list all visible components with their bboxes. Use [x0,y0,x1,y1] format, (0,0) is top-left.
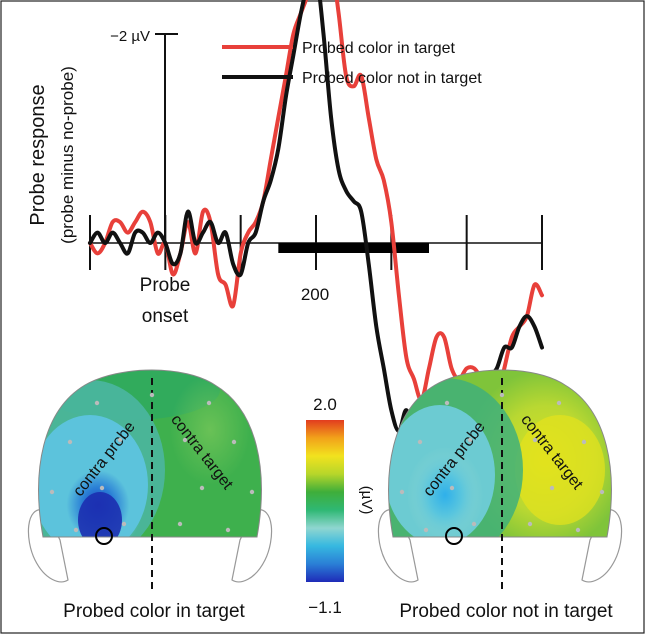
left-ear-right [231,509,273,583]
series-probed-color-in-target [88,0,544,403]
colorbar-gradient [306,420,344,582]
right-head-outline [388,369,612,538]
right-ear-right [581,509,623,583]
colorbar: 2.0 −1.1 (µV) [306,395,375,617]
x-tick-label-200: 200 [301,285,329,304]
legend-label-not-in-target: Probed color not in target [302,70,482,87]
topomap-right: contra probe contra target [377,369,623,590]
colorbar-unit-label: (µV) [358,486,375,515]
y-axis-label-sub: (probe minus no-probe) [58,66,77,244]
significance-bar [278,243,429,253]
left-electrodes [49,392,255,533]
topomap-right-title: Probed color not in target [399,601,613,622]
legend-label-in-target: Probed color in target [302,40,456,57]
colorbar-max-label: 2.0 [313,395,337,414]
right-highlighted-electrode [445,527,463,545]
left-ear-left [27,509,69,583]
topomap-left: contra probe contra target [27,369,273,590]
left-head-outline [38,369,262,538]
probe-onset-label-line2: onset [142,306,189,327]
colorbar-min-label: −1.1 [308,598,342,617]
erp-panel: Probe response (probe minus no-probe) −2… [27,0,544,478]
right-electrodes [399,392,605,533]
legend: Probed color in target Probed color not … [222,40,482,87]
probe-onset-label-line1: Probe [140,275,191,296]
left-highlighted-electrode [95,527,113,545]
topomap-left-title: Probed color in target [63,601,245,622]
right-ear-left [377,509,419,583]
y-axis-label-main: Probe response [27,84,49,225]
y-scale-bar-label: −2 µV [110,28,150,45]
